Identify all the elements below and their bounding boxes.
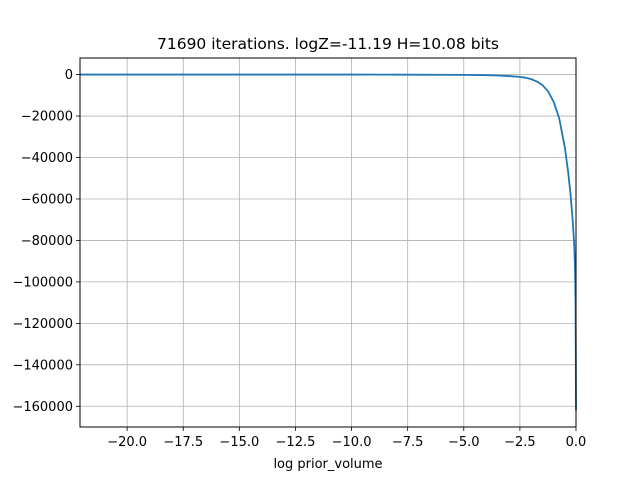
series-layer bbox=[80, 73, 577, 411]
x-tick-label: −15.0 bbox=[219, 435, 259, 450]
tick-layer: −20.0 −17.5 −15.0 −12.5 −10.0 −7.5 −5.0 −2.5 0.0… bbox=[12, 68, 586, 450]
y-tick-label: −100000 bbox=[12, 275, 73, 290]
x-axis-label: log prior_volume bbox=[273, 457, 382, 472]
x-tick-label: −12.5 bbox=[276, 435, 316, 450]
y-tick-label: −40000 bbox=[21, 151, 73, 166]
y-tick-label: −60000 bbox=[21, 192, 73, 207]
series-line bbox=[80, 73, 577, 411]
y-tick-label: −160000 bbox=[12, 400, 73, 415]
x-tick-label: −10.0 bbox=[332, 435, 372, 450]
x-tick-label: −20.0 bbox=[107, 435, 147, 450]
plot-frame bbox=[79, 57, 577, 428]
x-tick-label: −5.0 bbox=[448, 435, 480, 450]
chart-title: 71690 iterations. logZ=-11.19 H=10.08 bi… bbox=[157, 35, 499, 53]
x-tick-label: 0.0 bbox=[566, 435, 587, 450]
x-tick-label: −2.5 bbox=[504, 435, 536, 450]
y-tick-label: −20000 bbox=[21, 110, 73, 125]
y-tick-label: 0 bbox=[65, 68, 73, 83]
y-tick-label: −120000 bbox=[12, 317, 73, 332]
x-tick-label: −17.5 bbox=[163, 435, 203, 450]
grid-lines bbox=[80, 58, 577, 427]
y-tick-label: −80000 bbox=[21, 234, 73, 249]
x-tick-label: −7.5 bbox=[392, 435, 424, 450]
y-tick-label: −140000 bbox=[12, 358, 73, 373]
